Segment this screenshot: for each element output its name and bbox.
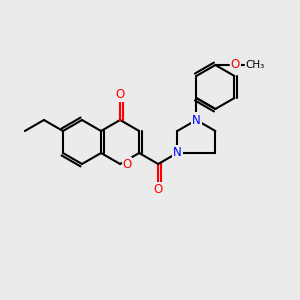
Text: O: O — [154, 183, 163, 196]
Text: N: N — [173, 146, 182, 160]
Text: O: O — [116, 88, 125, 101]
Text: O: O — [231, 58, 240, 71]
Text: CH₃: CH₃ — [245, 60, 264, 70]
Text: O: O — [122, 158, 131, 170]
Text: N: N — [192, 113, 201, 127]
